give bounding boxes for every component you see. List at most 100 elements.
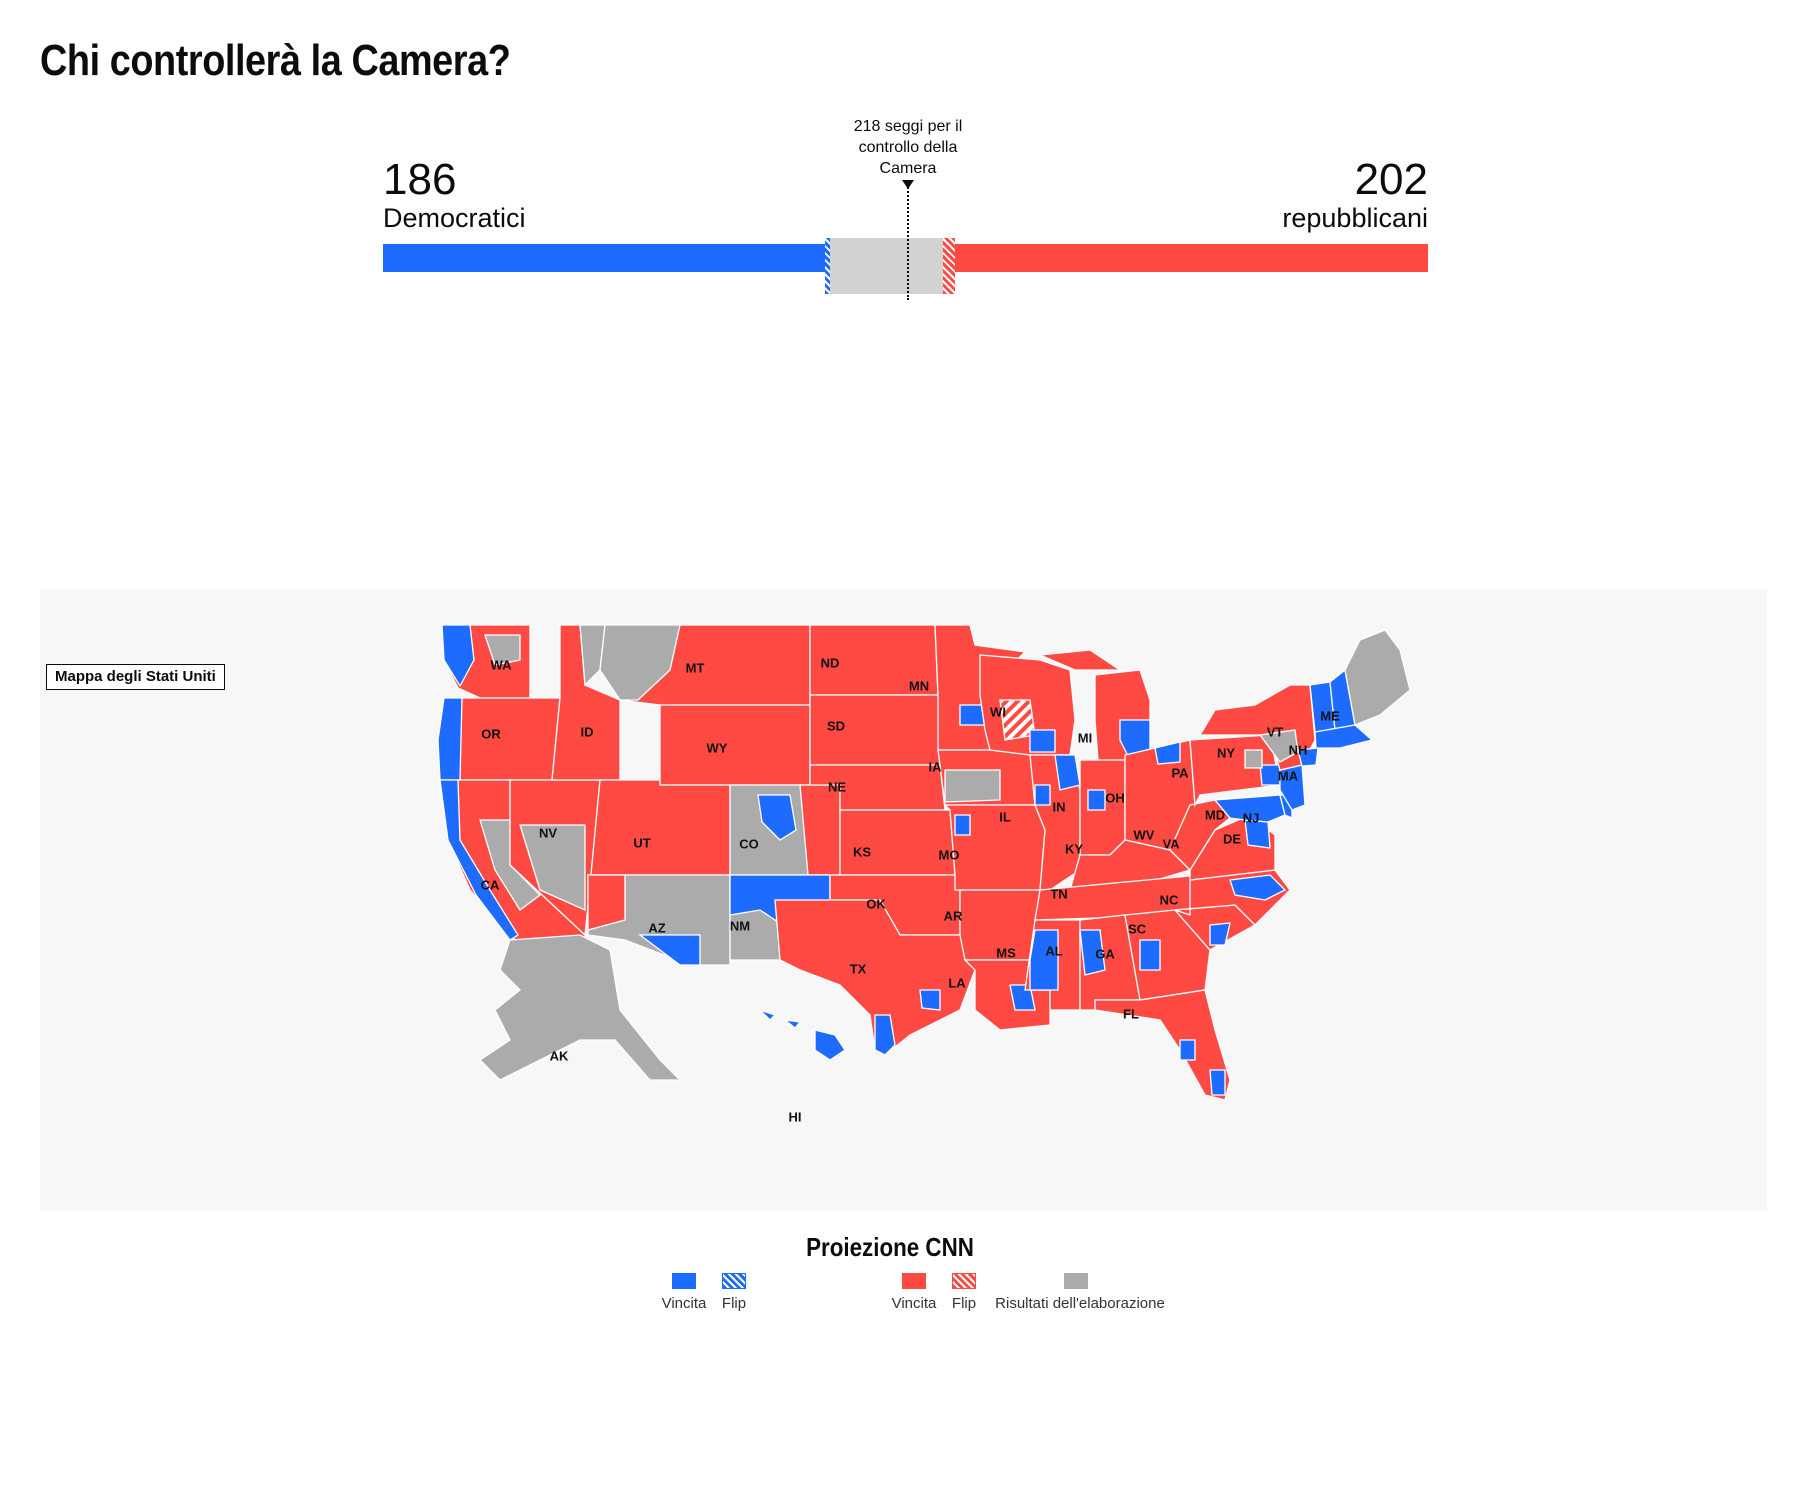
district-il-west[interactable]: [1034, 784, 1051, 806]
label-nd: ND: [821, 655, 840, 670]
label-ne: NE: [828, 779, 846, 794]
label-il: IL: [999, 809, 1011, 824]
state-tx[interactable]: [774, 899, 976, 1056]
district-tx-houston[interactable]: [919, 989, 941, 1011]
balance-of-power: 186 Democratici 202 repubblicani 218 seg…: [383, 110, 1428, 300]
label-co: CO: [739, 836, 759, 851]
district-co-denver[interactable]: [757, 794, 797, 841]
rep-flip-swatch: [952, 1273, 976, 1289]
majority-line: [907, 180, 909, 300]
state-wy[interactable]: [659, 704, 811, 786]
state-fl[interactable]: [1094, 989, 1231, 1101]
state-ks[interactable]: [839, 809, 956, 876]
rep-label: repubblicani: [1282, 203, 1428, 233]
district-ga-atl[interactable]: [1139, 939, 1161, 971]
undecided-seat-bar: [829, 238, 943, 294]
label-wy: WY: [707, 740, 728, 755]
label-az: AZ: [648, 920, 665, 935]
us-house-map[interactable]: WA OR CA NV ID MT WY UT CO AZ NM ND SD N…: [40, 590, 1767, 1210]
district-wa-coast[interactable]: [441, 624, 475, 688]
district-sc-6[interactable]: [1209, 922, 1231, 946]
district-pa-7[interactable]: [1244, 749, 1263, 769]
label-nj: NJ: [1243, 810, 1260, 825]
label-ms: MS: [996, 945, 1016, 960]
rep-seat-bar: [954, 244, 1428, 272]
state-ga[interactable]: [1124, 909, 1211, 1001]
legend-title: Proiezione CNN: [806, 1232, 974, 1262]
district-ms-2[interactable]: [1029, 929, 1059, 991]
label-de: DE: [1223, 831, 1241, 846]
legend-undecided-label: Risultati dell'elaborazione: [995, 1295, 1165, 1312]
label-ca: CA: [481, 877, 500, 892]
label-in: IN: [1053, 799, 1066, 814]
label-ky: KY: [1065, 841, 1083, 856]
district-nv-south[interactable]: [519, 824, 586, 912]
state-ma[interactable]: [1314, 724, 1374, 749]
legend-rep-flip-label: Flip: [951, 1295, 977, 1312]
district-az-west[interactable]: [587, 874, 626, 931]
district-mt-west[interactable]: [599, 624, 681, 701]
label-nm: NM: [730, 918, 750, 933]
label-al: AL: [1045, 943, 1062, 958]
label-ks: KS: [853, 844, 871, 859]
label-ma: MA: [1278, 768, 1299, 783]
district-ny-city[interactable]: [1297, 747, 1319, 767]
label-ny: NY: [1217, 745, 1235, 760]
district-mo-kc[interactable]: [954, 814, 971, 836]
label-pa: PA: [1171, 765, 1189, 780]
label-ga: GA: [1095, 946, 1115, 961]
district-hi-islands[interactable]: [759, 1009, 802, 1029]
label-md: MD: [1205, 807, 1225, 822]
district-la-no[interactable]: [1009, 984, 1036, 1011]
district-tx-south[interactable]: [874, 1014, 896, 1056]
dem-win-swatch: [672, 1273, 696, 1289]
district-fl-tampa[interactable]: [1179, 1039, 1196, 1061]
seat-bar: [383, 238, 1428, 294]
label-tx: TX: [850, 961, 867, 976]
rep-seat-count: 202: [1354, 155, 1428, 204]
us-map-toggle-button[interactable]: Mappa degli Stati Uniti: [46, 664, 225, 690]
legend-dem-win: Vincita: [660, 1273, 708, 1312]
label-vt: VT: [1267, 724, 1284, 739]
label-sc: SC: [1128, 921, 1147, 936]
district-al-7[interactable]: [1079, 929, 1106, 976]
state-labels: WA OR CA NV ID MT WY UT CO AZ NM ND SD N…: [481, 655, 1340, 1124]
district-il-chicago[interactable]: [1054, 754, 1081, 791]
label-nc: NC: [1160, 892, 1179, 907]
label-mo: MO: [939, 847, 960, 862]
label-id: ID: [581, 724, 594, 739]
state-hi[interactable]: [814, 1029, 846, 1061]
dem-flip-swatch: [722, 1273, 746, 1289]
label-hi: HI: [789, 1109, 802, 1124]
label-ia: IA: [929, 759, 943, 774]
district-nc-triangle[interactable]: [1229, 874, 1287, 901]
state-me[interactable]: [1344, 629, 1411, 726]
district-in-indy[interactable]: [1087, 789, 1106, 811]
label-ak: AK: [550, 1048, 569, 1063]
label-wv: WV: [1134, 827, 1155, 842]
district-or-coast[interactable]: [437, 697, 463, 781]
dem-flip-bar: [825, 238, 830, 294]
district-fl-south[interactable]: [1209, 1069, 1226, 1096]
district-wa-east[interactable]: [484, 634, 521, 666]
legend: Vincita Flip Vincita Flip Risultati dell…: [0, 1273, 1802, 1333]
district-ia-east[interactable]: [944, 769, 1001, 803]
label-fl: FL: [1123, 1006, 1139, 1021]
label-ut: UT: [633, 835, 650, 850]
rep-win-swatch: [902, 1273, 926, 1289]
district-ca-coast[interactable]: [439, 779, 519, 941]
district-az-south[interactable]: [638, 934, 701, 966]
dem-seat-count: 186: [383, 155, 457, 204]
legend-rep-win-label: Vincita: [891, 1295, 937, 1312]
majority-threshold-label: 218 seggi per il controllo della Camera: [853, 118, 963, 177]
legend-rep-win: Vincita: [890, 1273, 938, 1312]
state-ut[interactable]: [587, 779, 731, 886]
label-oh: OH: [1105, 790, 1125, 805]
label-wi: WI: [990, 704, 1006, 719]
district-wi-madison[interactable]: [1029, 729, 1056, 753]
label-mt: MT: [686, 660, 705, 675]
label-or: OR: [481, 726, 501, 741]
district-mi-up[interactable]: [1039, 649, 1123, 671]
district-oh-cleveland[interactable]: [1154, 741, 1181, 765]
state-ak[interactable]: [478, 934, 682, 1081]
